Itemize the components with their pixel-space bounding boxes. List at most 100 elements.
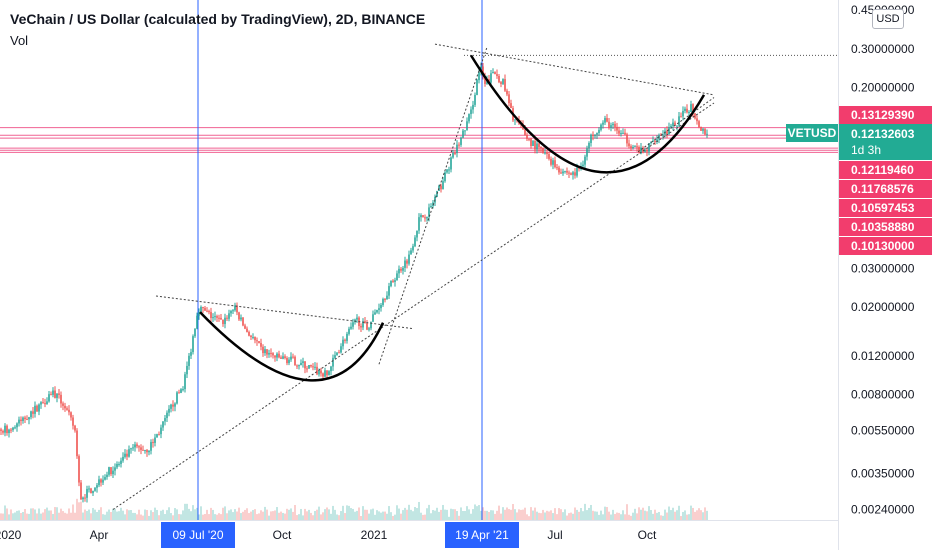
candle-body xyxy=(138,446,140,448)
volume-bar xyxy=(626,504,628,520)
volume-bar xyxy=(380,512,382,520)
candle-body xyxy=(220,317,222,320)
candle-body xyxy=(440,185,442,190)
volume-bar xyxy=(542,509,544,520)
candle-body xyxy=(176,392,178,404)
candle-body xyxy=(640,147,642,154)
volume-bar xyxy=(200,506,202,520)
time-tick-label: 2020 xyxy=(0,528,22,542)
candle-body xyxy=(668,127,670,135)
candle-body xyxy=(296,365,298,367)
volume-bar xyxy=(166,510,168,520)
candle-body xyxy=(526,134,528,139)
symbol-tag-bg xyxy=(786,124,838,142)
volume-bar xyxy=(122,510,124,520)
volume-bar xyxy=(114,508,116,520)
candle-body xyxy=(86,488,88,498)
candle-body xyxy=(410,250,412,255)
currency-button[interactable]: USD xyxy=(872,9,904,29)
candle-body xyxy=(506,90,508,95)
candle-body xyxy=(496,74,498,77)
volume-bar xyxy=(638,507,640,520)
volume-bar xyxy=(570,512,572,520)
candle-body xyxy=(80,482,82,500)
volume-bar xyxy=(470,513,472,520)
candle-body xyxy=(168,408,170,413)
volume-bar xyxy=(132,512,134,520)
volume-bar xyxy=(474,504,476,520)
volume-bar xyxy=(316,509,318,520)
candle-body xyxy=(150,442,152,451)
volume-bar xyxy=(142,515,144,520)
candle-body xyxy=(94,487,96,491)
candle-body xyxy=(386,295,388,300)
candle-body xyxy=(476,80,478,95)
volume-bar xyxy=(78,502,80,520)
candle-body xyxy=(494,72,496,75)
volume-bar xyxy=(172,515,174,520)
volume-bar xyxy=(600,510,602,520)
volume-bar xyxy=(422,514,424,520)
volume-indicator-label[interactable]: Vol xyxy=(10,33,29,48)
candle-body xyxy=(202,306,204,309)
candle-body xyxy=(392,280,394,282)
volume-bar xyxy=(276,507,278,520)
candle-body xyxy=(110,467,112,475)
volume-bar xyxy=(158,515,160,520)
volume-bar xyxy=(514,509,516,520)
volume-bar xyxy=(156,509,158,520)
volume-bar xyxy=(510,509,512,520)
candle-body xyxy=(238,312,240,320)
candle-body xyxy=(306,368,308,370)
volume-bar xyxy=(10,509,12,520)
volume-bar xyxy=(36,513,38,520)
candle-body xyxy=(346,333,348,341)
volume-bar xyxy=(262,511,264,520)
candle-body xyxy=(456,144,458,154)
candle-body xyxy=(656,139,658,142)
volume-bar xyxy=(312,515,314,520)
candle-body xyxy=(108,467,110,475)
candle-body xyxy=(592,134,594,137)
candle-body xyxy=(418,217,420,231)
volume-bar xyxy=(338,515,340,520)
candle-body xyxy=(62,403,64,406)
candle-body xyxy=(598,129,600,134)
candle-body xyxy=(228,313,230,319)
volume-bar xyxy=(486,510,488,520)
candle-body xyxy=(232,310,234,312)
volume-bar xyxy=(8,514,10,520)
candle-body xyxy=(10,429,12,431)
volume-bar xyxy=(76,498,78,520)
volume-bar xyxy=(456,511,458,520)
volume-bar xyxy=(476,506,478,520)
candle-body xyxy=(642,147,644,153)
volume-bar xyxy=(270,511,272,520)
candle-body xyxy=(648,143,650,152)
volume-bar xyxy=(138,509,140,520)
candle-body xyxy=(702,128,704,131)
candle-body xyxy=(694,113,696,119)
candle-body xyxy=(626,134,628,144)
candle-body xyxy=(582,164,584,167)
volume-bar xyxy=(318,506,320,520)
cup-pattern-curve xyxy=(199,311,385,382)
candle-body xyxy=(104,477,106,480)
volume-bar xyxy=(454,509,456,520)
volume-bar xyxy=(82,512,84,520)
candle-body xyxy=(210,311,212,319)
volume-bar xyxy=(662,515,664,520)
volume-bar xyxy=(256,514,258,520)
candle-body xyxy=(8,429,10,434)
volume-bar xyxy=(598,514,600,520)
volume-bar xyxy=(236,511,238,520)
price-level-label: 0.12119460 xyxy=(851,163,914,177)
volume-bar xyxy=(84,509,86,520)
volume-bar xyxy=(690,505,692,520)
candle-body xyxy=(624,132,626,135)
candle-body xyxy=(444,172,446,182)
volume-bar xyxy=(630,515,632,520)
volume-bar xyxy=(314,511,316,520)
volume-bar xyxy=(140,514,142,520)
